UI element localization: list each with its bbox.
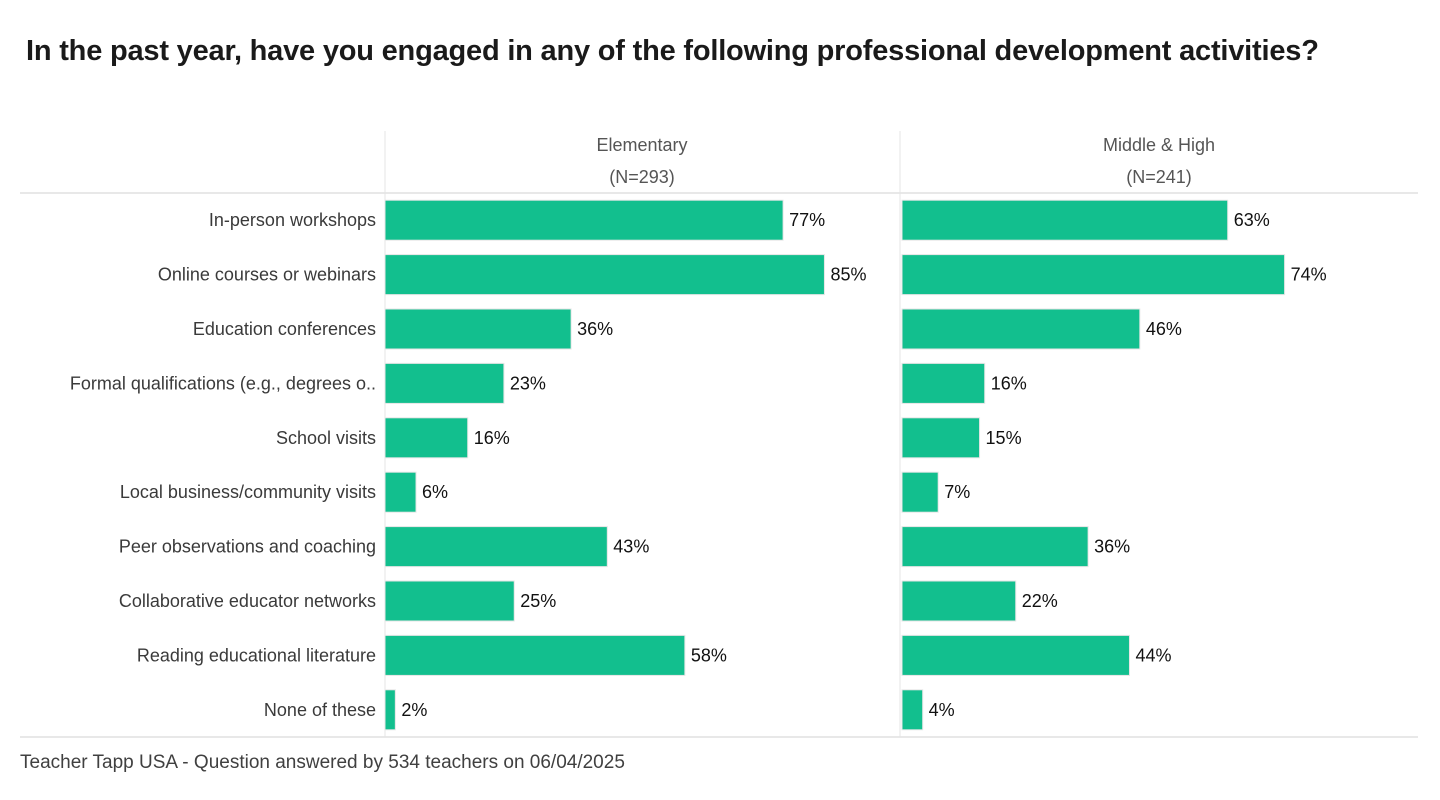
data-label: 74%: [1291, 265, 1327, 285]
bar: [901, 308, 1141, 350]
data-label: 2%: [401, 700, 427, 720]
data-label: 16%: [991, 373, 1027, 393]
data-label: 43%: [613, 537, 649, 557]
category-label: Education conferences: [193, 319, 376, 339]
data-label: 46%: [1146, 319, 1182, 339]
bar: [901, 580, 1017, 622]
data-label: 85%: [830, 265, 866, 285]
category-labels: In-person workshops Online courses or web…: [70, 210, 376, 720]
value-labels: 77% 85% 36% 23% 16% 6% 43% 25% 58% 2% 63% 74% 46% 16%…: [401, 210, 1326, 720]
bar: [901, 362, 986, 404]
panel-subtitle: (N=293): [609, 167, 675, 187]
panel-title: Elementary: [596, 135, 687, 155]
data-label: 6%: [422, 482, 448, 502]
category-label: Local business/community visits: [120, 482, 376, 502]
data-label: 16%: [474, 428, 510, 448]
bar: [384, 580, 515, 622]
bar: [901, 417, 981, 459]
data-label: 77%: [789, 210, 825, 230]
category-label: Formal qualifications (e.g., degrees o..: [70, 373, 376, 393]
bar: [901, 634, 1130, 676]
data-label: 25%: [520, 591, 556, 611]
category-label: None of these: [264, 700, 376, 720]
category-label: Peer observations and coaching: [119, 537, 376, 557]
category-label: School visits: [276, 428, 376, 448]
bar: [901, 254, 1286, 296]
bar: [901, 199, 1229, 241]
data-label: 22%: [1022, 591, 1058, 611]
data-label: 63%: [1234, 210, 1270, 230]
data-label: 4%: [929, 700, 955, 720]
data-label: 36%: [1094, 537, 1130, 557]
data-label: 58%: [691, 645, 727, 665]
panel-title: Middle & High: [1103, 135, 1215, 155]
bar: [384, 254, 825, 296]
category-label: In-person workshops: [209, 210, 376, 230]
data-label: 36%: [577, 319, 613, 339]
bar: [384, 471, 417, 513]
bar: [384, 308, 572, 350]
category-label: Collaborative educator networks: [119, 591, 376, 611]
chart-title: In the past year, have you engaged in an…: [26, 35, 1319, 67]
panel-subtitle: (N=241): [1126, 167, 1192, 187]
bar: [384, 362, 505, 404]
bars: [384, 199, 1286, 731]
data-label: 44%: [1135, 645, 1171, 665]
bar: [384, 417, 469, 459]
data-label: 23%: [510, 373, 546, 393]
bar: [384, 689, 396, 731]
bar: [384, 634, 686, 676]
category-label: Reading educational literature: [137, 645, 376, 665]
bar: [384, 526, 608, 568]
data-label: 15%: [986, 428, 1022, 448]
bar: [901, 526, 1089, 568]
bar: [384, 199, 784, 241]
bar: [901, 471, 939, 513]
panel-headers: Elementary (N=293) Middle & High (N=241): [596, 135, 1215, 187]
bar: [901, 689, 924, 731]
chart-footer: Teacher Tapp USA - Question answered by …: [20, 752, 625, 773]
data-label: 7%: [944, 482, 970, 502]
category-label: Online courses or webinars: [158, 265, 376, 285]
